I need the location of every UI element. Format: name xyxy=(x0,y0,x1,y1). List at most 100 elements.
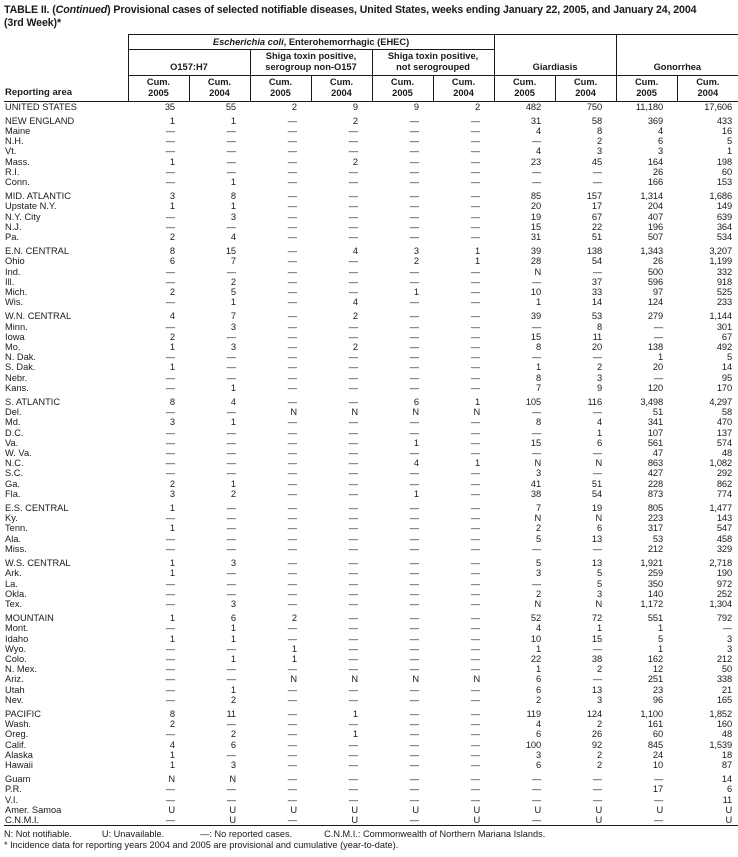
table-row: N. Dak. — — — — — — — — 1 5 xyxy=(4,352,738,362)
value-cell: — xyxy=(287,166,297,177)
table-row: N.Y. City — 3 — — — — 19 67 407 639 xyxy=(4,212,738,222)
value-cell: — xyxy=(165,221,175,232)
value-cell: — xyxy=(653,774,664,785)
value-cell: 165 xyxy=(716,694,733,705)
value-cell: 1 xyxy=(169,558,175,569)
gonorrhea-group-header: Gonorrhea xyxy=(615,33,738,77)
value-cell: 2 xyxy=(230,276,236,287)
value-cell: 500 xyxy=(647,266,664,277)
value-cell: — xyxy=(470,684,481,695)
area-cell: Ga. xyxy=(5,478,20,489)
value-cell: — xyxy=(287,503,297,514)
value-cell: 17,606 xyxy=(704,101,733,112)
value-cell: — xyxy=(409,598,419,609)
footnote-legend: N: Not notifiable. U: Unavailable. —: No r… xyxy=(4,829,735,840)
value-cell: — xyxy=(348,321,358,332)
value-cell: U xyxy=(725,804,733,815)
value-cell: 20 xyxy=(591,342,603,353)
value-cell: 329 xyxy=(716,543,733,554)
value-cell: — xyxy=(287,437,297,448)
table-row: Ark. 1 — — — — — 3 5 259 190 xyxy=(4,568,738,578)
area-cell: N. Mex. xyxy=(5,664,38,675)
value-cell: — xyxy=(287,794,297,805)
table-row: Conn. — 1 — — — — — — 166 153 xyxy=(4,177,738,187)
value-cell: — xyxy=(348,643,358,654)
value-cell: — xyxy=(165,125,175,136)
value-cell: 3 xyxy=(597,372,603,383)
area-cell: Alaska xyxy=(5,749,33,760)
value-cell: 39 xyxy=(530,311,542,322)
value-cell: 3 xyxy=(536,568,542,579)
value-cell: — xyxy=(287,125,297,136)
value-cell: — xyxy=(409,115,419,126)
value-cell: 1 xyxy=(169,523,175,534)
value-cell: — xyxy=(226,156,236,167)
value-cell: — xyxy=(470,342,481,353)
value-cell: N xyxy=(229,774,236,785)
value-cell: — xyxy=(165,407,175,418)
value-cell: 2 xyxy=(597,759,603,770)
value-cell: 1 xyxy=(230,201,236,212)
value-cell: — xyxy=(287,417,297,428)
value-cell: — xyxy=(531,794,542,805)
value-cell: — xyxy=(226,533,236,544)
value-cell: — xyxy=(287,115,297,126)
value-cell: — xyxy=(409,729,419,740)
value-cell: — xyxy=(348,749,358,760)
table-row: Mont. — 1 — — — — 4 1 1 — xyxy=(4,623,738,633)
value-cell: — xyxy=(470,708,481,719)
value-cell: 2 xyxy=(291,613,297,624)
value-cell: — xyxy=(470,146,481,157)
value-cell: 58 xyxy=(591,115,603,126)
value-cell: 332 xyxy=(716,266,733,277)
value-cell: — xyxy=(531,427,542,438)
value-cell: — xyxy=(226,266,236,277)
area-cell: Vt. xyxy=(5,146,17,157)
value-cell: — xyxy=(409,684,419,695)
value-cell: 3,207 xyxy=(709,246,733,257)
value-cell: 551 xyxy=(647,613,664,624)
value-cell: 3 xyxy=(230,759,236,770)
table-row: UNITED STATES 35 55 2 9 9 2 482 750 11,180 17,606 xyxy=(4,101,738,112)
value-cell: — xyxy=(287,523,297,534)
value-cell: 23 xyxy=(652,684,664,695)
area-cell: Miss. xyxy=(5,543,27,554)
value-cell: 1,100 xyxy=(640,708,664,719)
value-cell: — xyxy=(287,362,297,373)
table-row: Nev. — 2 — — — — 2 3 96 165 xyxy=(4,695,738,705)
value-cell: — xyxy=(592,794,603,805)
value-cell: — xyxy=(470,176,481,187)
value-cell: — xyxy=(348,774,358,785)
value-cell: — xyxy=(409,568,419,579)
value-cell: — xyxy=(287,372,297,383)
value-cell: 6 xyxy=(727,784,733,795)
value-cell: 5 xyxy=(597,568,603,579)
value-cell: 124 xyxy=(586,708,603,719)
value-cell: N xyxy=(351,674,358,685)
value-cell: 805 xyxy=(647,503,664,514)
page-title: TABLE II. (Continued) Provisional cases … xyxy=(4,4,735,30)
area-cell: Ill. xyxy=(5,276,15,287)
cum-2005-header: Cum. 2005 xyxy=(249,75,311,102)
value-cell: 1 xyxy=(536,643,542,654)
value-cell: — xyxy=(287,176,297,187)
value-cell: N xyxy=(351,407,358,418)
value-cell: — xyxy=(348,221,358,232)
value-cell: 18 xyxy=(721,749,733,760)
value-cell: 2 xyxy=(230,694,236,705)
area-cell: Md. xyxy=(5,417,21,428)
value-cell: 3 xyxy=(536,749,542,760)
value-cell: 2 xyxy=(413,256,419,267)
value-cell: 19 xyxy=(591,503,603,514)
area-cell: NEW ENGLAND xyxy=(5,115,75,126)
value-cell: U xyxy=(189,814,250,827)
value-cell: — xyxy=(287,342,297,353)
value-cell: — xyxy=(348,523,358,534)
value-cell: — xyxy=(470,503,481,514)
value-cell: 10 xyxy=(530,633,542,644)
area-cell: Hawaii xyxy=(5,759,33,770)
area-cell: Ohio xyxy=(5,256,25,267)
value-cell: 14 xyxy=(591,297,603,308)
value-cell: 1 xyxy=(230,653,236,664)
value-cell: — xyxy=(409,276,419,287)
